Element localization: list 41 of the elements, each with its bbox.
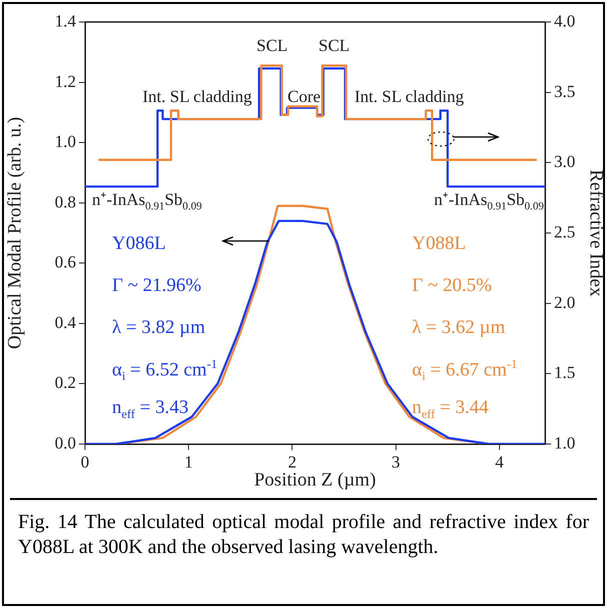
caption: Fig. 14 The calculated optical modal profile and refractive index for Y088L at 300K and the observed lasing wavelength.	[10, 498, 597, 560]
x-tick-label: 2	[288, 452, 296, 472]
x-tick-label: 1	[184, 452, 193, 472]
x-tick-label: 3	[392, 452, 400, 472]
annotation: SCL	[256, 36, 288, 55]
annotation: α$_{i}$ = 6.52 cm$^{-1}$	[112, 357, 218, 384]
y2-axis-title: Refractive Index	[586, 169, 607, 298]
y-tick-label: 0.6	[54, 252, 76, 272]
annotation: λ = 3.62 µm	[412, 317, 506, 338]
x-tick-label: 4	[495, 452, 504, 472]
annotation: Γ ~ 21.96%	[112, 275, 202, 296]
annotation: Γ ~ 20.5%	[412, 275, 492, 296]
y2-tick-label: 2.0	[554, 292, 576, 312]
annotation: Int. SL cladding	[142, 87, 252, 106]
annotation: n$_{eff}$ = 3.43	[112, 397, 188, 421]
y2-tick-label: 1.5	[554, 363, 576, 382]
y-tick-label: 1.0	[54, 132, 76, 152]
y-tick-label: 1.2	[54, 72, 76, 91]
y2-tick-label: 3.0	[554, 152, 576, 172]
x-axis-title: Position Z (µm)	[254, 470, 376, 491]
y-tick-label: 0.2	[54, 373, 76, 392]
annotation: Int. SL cladding	[354, 87, 464, 106]
annotation: n$_{eff}$ = 3.44	[412, 397, 488, 421]
text: Y086L	[112, 233, 166, 254]
annotation: Core	[288, 87, 321, 106]
y2-tick-label: 1.0	[554, 433, 576, 452]
y-tick-label: 0.4	[54, 312, 76, 332]
annotation: SCL	[318, 36, 350, 55]
y-tick-label: 0.8	[54, 192, 76, 212]
annotation: n⁺-InAs$_{0.91}$Sb$_{0.09}$	[92, 190, 202, 212]
annotation: α$_{i}$ = 6.67 cm$^{-1}$	[412, 357, 518, 384]
x-tick-label: 0	[80, 452, 90, 472]
y2-tick-label: 2.5	[554, 222, 576, 242]
annotation: n⁺-InAs$_{0.91}$Sb$_{0.09}$	[434, 190, 544, 212]
y2-tick-label: 3.5	[554, 82, 576, 101]
y-tick-label: 0.0	[54, 433, 76, 452]
y-axis-title: Optical Modal Profile (arb. u.)	[4, 116, 26, 350]
annotation: λ = 3.82 µm	[112, 317, 206, 338]
text: Y088L	[412, 233, 466, 254]
y-tick-label: 1.4	[54, 11, 76, 30]
y2-tick-label: 4.0	[554, 11, 576, 30]
